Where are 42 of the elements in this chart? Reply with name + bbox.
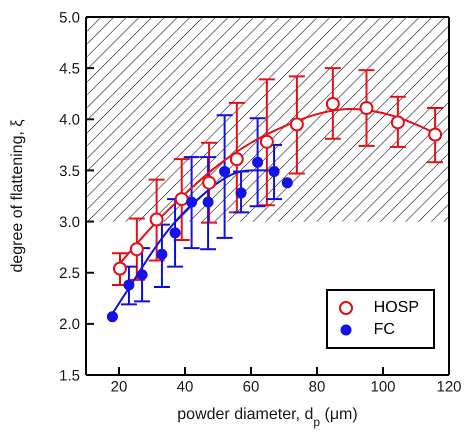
legend-label: FC bbox=[374, 320, 395, 340]
point bbox=[282, 177, 293, 188]
point bbox=[174, 192, 189, 206]
point bbox=[136, 269, 148, 280]
legend-label: HOSP bbox=[374, 298, 419, 318]
point bbox=[260, 134, 274, 149]
y-axis-title: degree of flattening, ξ bbox=[9, 119, 26, 273]
x-tick-label: 100 bbox=[370, 378, 396, 396]
point bbox=[202, 196, 214, 208]
point bbox=[202, 176, 216, 190]
point bbox=[156, 248, 168, 260]
x-tick-label: 80 bbox=[308, 378, 326, 396]
y-tick-label: 2.0 bbox=[59, 316, 80, 334]
y-tick-label: 3.0 bbox=[59, 214, 80, 231]
x-tick-label: 20 bbox=[110, 378, 128, 396]
point bbox=[290, 117, 304, 132]
point bbox=[170, 227, 181, 238]
y-tick-label: 2.5 bbox=[59, 265, 80, 282]
point bbox=[186, 196, 198, 208]
point bbox=[112, 262, 127, 276]
x-tick-label: 40 bbox=[176, 378, 194, 396]
point bbox=[252, 156, 264, 168]
x-axis-title: powder diameter, d$_{p}$ (μm) bbox=[177, 406, 358, 429]
point bbox=[106, 311, 118, 322]
x-tick-label: 60 bbox=[242, 378, 260, 396]
point bbox=[123, 279, 134, 290]
y-tick-label: 3.5 bbox=[59, 162, 80, 180]
x-tick-label: 120 bbox=[436, 378, 462, 396]
point bbox=[326, 96, 340, 111]
point bbox=[219, 166, 230, 177]
point bbox=[230, 152, 244, 166]
y-tick-label: 5.0 bbox=[59, 9, 80, 26]
point bbox=[268, 166, 280, 177]
point bbox=[428, 128, 442, 142]
point bbox=[150, 212, 164, 227]
point bbox=[236, 187, 247, 198]
point bbox=[360, 101, 374, 116]
point bbox=[130, 242, 144, 256]
point bbox=[390, 115, 405, 130]
y-tick-label: 1.5 bbox=[59, 367, 80, 384]
y-tick-label: 4.5 bbox=[59, 60, 80, 78]
y-tick-label: 4.0 bbox=[59, 112, 80, 129]
